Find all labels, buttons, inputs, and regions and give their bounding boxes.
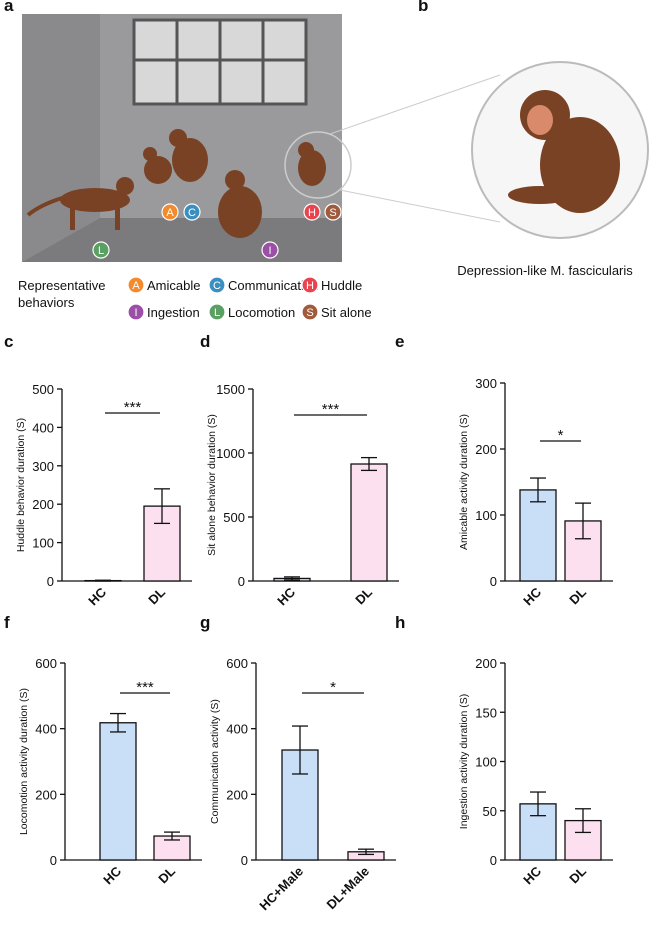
y-tick-label: 400	[32, 420, 54, 435]
legend-title: Representative behaviors	[18, 278, 105, 310]
badge-letter: A	[132, 280, 140, 292]
y-tick-label: 1500	[216, 382, 245, 397]
x-tick-label: DL	[352, 584, 375, 607]
y-axis-label: Huddle behavior duration (S)	[15, 418, 27, 552]
y-tick-label: 500	[32, 382, 54, 397]
panel-letter: b	[418, 0, 428, 15]
badge-letter: I	[268, 245, 271, 257]
y-tick-label: 1000	[216, 446, 245, 461]
y-axis-label: Locomotion activity duration (S)	[18, 688, 30, 835]
badge-letter: S	[329, 207, 336, 219]
badge-letter: S	[306, 307, 313, 319]
bar	[520, 490, 556, 581]
x-tick-label: HC	[520, 584, 544, 608]
panel-letter: e	[395, 332, 404, 351]
x-tick-label: DL	[145, 584, 168, 607]
y-tick-label: 300	[32, 459, 54, 474]
y-tick-label: 0	[490, 574, 497, 589]
x-tick-label: HC+Male	[256, 864, 306, 914]
significance: ***	[322, 401, 340, 418]
y-tick-label: 150	[475, 705, 497, 720]
y-tick-label: 0	[50, 853, 57, 868]
y-tick-label: 300	[475, 376, 497, 391]
x-tick-label: HC	[274, 584, 298, 608]
bar	[100, 723, 136, 860]
room-illustration	[22, 14, 500, 262]
y-tick-label: 200	[226, 787, 248, 802]
panel-letter: g	[200, 613, 210, 632]
y-tick-label: 200	[475, 656, 497, 671]
y-axis-label: Communication activity (S)	[209, 699, 221, 824]
y-axis-label: Sit alone behavior duration (S)	[206, 414, 218, 556]
y-tick-label: 100	[475, 755, 497, 770]
significance: *	[558, 427, 564, 444]
legend-label: Amicable	[147, 278, 200, 293]
badge-letter: C	[188, 207, 196, 219]
y-tick-label: 600	[226, 656, 248, 671]
badge-letter: H	[306, 280, 314, 292]
y-axis-label: Ingestion activity duration (S)	[458, 694, 470, 829]
panel-letter: a	[4, 0, 14, 15]
y-tick-label: 100	[32, 536, 54, 551]
y-tick-label: 0	[490, 853, 497, 868]
x-tick-label: HC	[520, 863, 544, 887]
x-tick-label: DL	[155, 863, 178, 886]
badge-letter: C	[213, 280, 221, 292]
caption: Depression-like M. fascicularis	[457, 263, 633, 278]
badge-letter: I	[134, 307, 137, 319]
significance: ***	[124, 399, 142, 416]
panel-letter: f	[4, 613, 10, 632]
y-tick-label: 400	[35, 722, 57, 737]
significance: *	[330, 679, 336, 696]
significance: ***	[136, 679, 154, 696]
legend-label: Ingestion	[147, 305, 200, 320]
y-tick-label: 0	[47, 574, 54, 589]
y-tick-label: 0	[238, 574, 245, 589]
badge-letter: A	[166, 207, 174, 219]
y-tick-label: 500	[223, 510, 245, 525]
panel-letter: h	[395, 613, 405, 632]
x-tick-label: HC	[85, 584, 109, 608]
x-tick-label: DL	[566, 863, 589, 886]
badge-letter: L	[98, 245, 104, 257]
y-tick-label: 200	[35, 787, 57, 802]
bar	[351, 464, 387, 581]
legend-label: Sit alone	[321, 305, 372, 320]
y-tick-label: 200	[475, 442, 497, 457]
monkey-closeup	[472, 62, 648, 238]
y-tick-label: 0	[241, 853, 248, 868]
x-tick-label: HC	[100, 863, 124, 887]
x-tick-label: DL+Male	[323, 864, 372, 913]
badge-letter: H	[308, 207, 316, 219]
y-tick-label: 400	[226, 722, 248, 737]
y-tick-label: 100	[475, 508, 497, 523]
x-tick-label: DL	[566, 584, 589, 607]
error-bar	[95, 580, 111, 581]
legend-title-text: Representative	[18, 278, 105, 293]
legend-label: Locomotion	[228, 305, 295, 320]
y-tick-label: 600	[35, 656, 57, 671]
y-tick-label: 50	[483, 804, 497, 819]
badge-letter: L	[214, 307, 220, 319]
legend-label: Huddle	[321, 278, 362, 293]
panel-letter: c	[4, 332, 13, 351]
panel-letter: d	[200, 332, 210, 351]
legend-title-text: behaviors	[18, 295, 75, 310]
y-tick-label: 200	[32, 497, 54, 512]
y-axis-label: Amicable activity duration (S)	[458, 414, 470, 550]
